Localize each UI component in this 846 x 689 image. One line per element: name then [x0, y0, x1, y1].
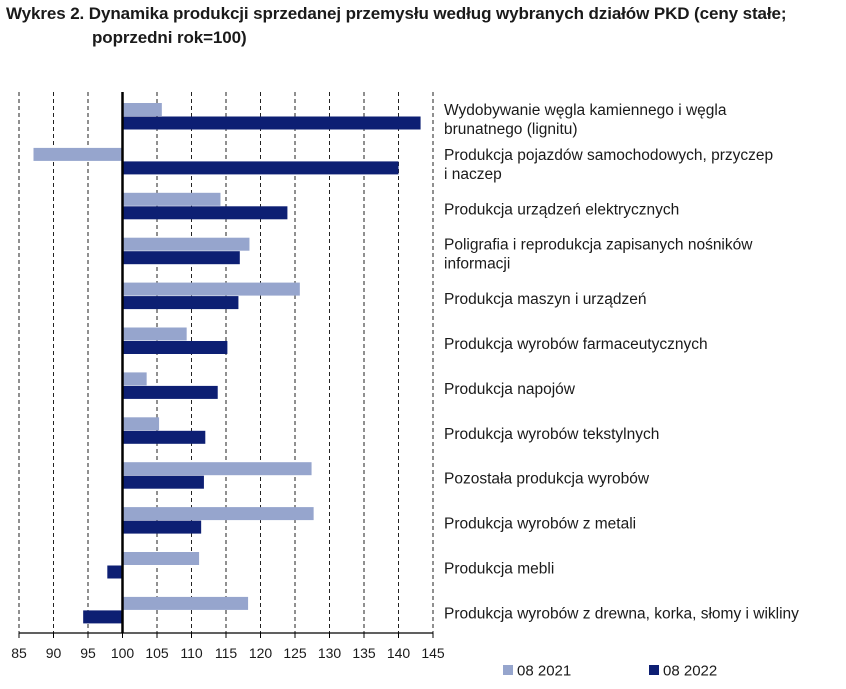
- chart-title-line-1: Wykres 2. Dynamika produkcji sprzedanej …: [6, 4, 787, 23]
- x-tick-label-115: 115: [215, 645, 238, 661]
- bar-2021-4: [122, 282, 300, 296]
- category-label-9: Produkcja wyrobów z metali: [444, 516, 636, 533]
- chart-title-line-2: poprzedni rok=100): [92, 28, 247, 47]
- category-label-line: Produkcja wyrobów z metali: [444, 516, 636, 533]
- category-label-5: Produkcja wyrobów farmaceutycznych: [444, 336, 708, 353]
- legend-label-2021: 08 2021: [517, 663, 571, 680]
- bar-2022-2: [122, 206, 288, 220]
- category-label-line: Produkcja wyrobów z drewna, korka, słomy…: [444, 605, 799, 622]
- x-tick-label-140: 140: [387, 645, 411, 661]
- bar-2022-0: [122, 116, 421, 130]
- category-label-6: Produkcja napojów: [444, 381, 576, 398]
- category-label-line: Wydobywanie węgla kamiennego i węgla: [444, 102, 727, 119]
- x-tick-label-100: 100: [111, 645, 135, 661]
- bar-2022-9: [122, 520, 202, 534]
- bar-2021-10: [122, 552, 200, 565]
- axes: [18, 92, 434, 638]
- bar-2021-11: [122, 596, 249, 610]
- category-label-line: Pozostała produkcja wyrobów: [444, 471, 650, 488]
- bars: [33, 103, 421, 624]
- x-tick-label-95: 95: [80, 645, 96, 661]
- x-tick-label-125: 125: [283, 645, 307, 661]
- bar-2022-7: [122, 430, 206, 444]
- bar-2021-9: [122, 507, 314, 521]
- category-label-2: Produkcja urządzeń elektrycznych: [444, 201, 679, 218]
- bar-2021-5: [122, 327, 187, 341]
- category-label-line: informacji: [444, 256, 510, 273]
- category-label-1: Produkcja pojazdów samochodowych, przycz…: [444, 147, 773, 183]
- category-label-4: Produkcja maszyn i urządzeń: [444, 291, 646, 308]
- x-tick-labels: 85 90 95 100 105 110 115 120 125 130 135 140 145: [11, 645, 445, 661]
- legend: 08 2021 08 2022: [503, 663, 717, 680]
- category-label-line: Produkcja wyrobów tekstylnych: [444, 426, 659, 443]
- bar-2021-7: [122, 417, 160, 431]
- bar-2022-11: [83, 610, 123, 624]
- x-tick-label-145: 145: [421, 645, 445, 661]
- bar-2021-8: [122, 462, 312, 476]
- category-label-line: Produkcja pojazdów samochodowych, przycz…: [444, 147, 773, 164]
- legend-swatch-2021: [503, 665, 513, 675]
- category-label-line: Produkcja maszyn i urządzeń: [444, 291, 646, 308]
- chart-title: Wykres 2. Dynamika produkcji sprzedanej …: [6, 2, 842, 50]
- category-label-8: Pozostała produkcja wyrobów: [444, 471, 650, 488]
- category-label-line: brunatnego (lignitu): [444, 121, 578, 138]
- bar-2021-1: [33, 147, 123, 161]
- x-tick-label-130: 130: [318, 645, 342, 661]
- bar-2022-8: [122, 475, 204, 489]
- bar-2022-5: [122, 341, 228, 354]
- legend-swatch-2022: [649, 665, 659, 675]
- bar-2021-6: [122, 372, 147, 386]
- x-tick-label-105: 105: [145, 645, 169, 661]
- category-label-line: Produkcja wyrobów farmaceutycznych: [444, 336, 708, 353]
- bar-2021-0: [122, 103, 162, 116]
- bar-2022-1: [122, 161, 399, 175]
- bar-2022-6: [122, 385, 218, 399]
- category-labels: Wydobywanie węgla kamiennego i węgla brun…: [444, 102, 799, 622]
- category-label-3: Poligrafia i reprodukcja zapisanych nośn…: [444, 237, 753, 273]
- bar-2021-3: [122, 237, 250, 251]
- x-tick-label-110: 110: [180, 645, 203, 661]
- category-label-line: i naczep: [444, 166, 502, 183]
- x-tick-label-120: 120: [249, 645, 273, 661]
- x-tick-label-85: 85: [11, 645, 27, 661]
- category-label-10: Produkcja mebli: [444, 561, 554, 578]
- bar-2021-2: [122, 192, 221, 206]
- grid-lines: [18, 92, 434, 633]
- category-label-line: Produkcja mebli: [444, 561, 554, 578]
- bar-2022-4: [122, 296, 239, 310]
- x-tick-label-90: 90: [46, 645, 62, 661]
- category-label-7: Produkcja wyrobów tekstylnych: [444, 426, 659, 443]
- x-tick-label-135: 135: [352, 645, 376, 661]
- bar-2022-10: [107, 565, 123, 579]
- category-label-line: Produkcja napojów: [444, 381, 576, 398]
- category-label-line: Poligrafia i reprodukcja zapisanych nośn…: [444, 237, 753, 254]
- category-label-11: Produkcja wyrobów z drewna, korka, słomy…: [444, 605, 799, 622]
- legend-label-2022: 08 2022: [663, 663, 717, 680]
- category-label-0: Wydobywanie węgla kamiennego i węgla brun…: [444, 102, 727, 138]
- category-label-line: Produkcja urządzeń elektrycznych: [444, 201, 679, 218]
- bar-2022-3: [122, 251, 240, 265]
